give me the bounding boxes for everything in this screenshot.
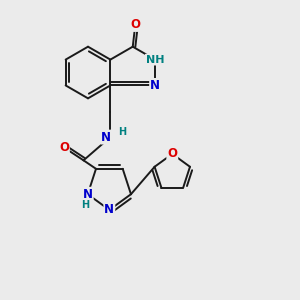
- Text: N: N: [150, 79, 160, 92]
- Text: O: O: [167, 147, 177, 161]
- Text: O: O: [59, 141, 69, 154]
- Text: N: N: [83, 188, 93, 201]
- Text: NH: NH: [146, 55, 164, 64]
- Text: N: N: [104, 203, 114, 216]
- Text: O: O: [130, 18, 140, 31]
- Text: H: H: [81, 200, 89, 209]
- Text: H: H: [118, 127, 126, 137]
- Text: N: N: [101, 130, 111, 144]
